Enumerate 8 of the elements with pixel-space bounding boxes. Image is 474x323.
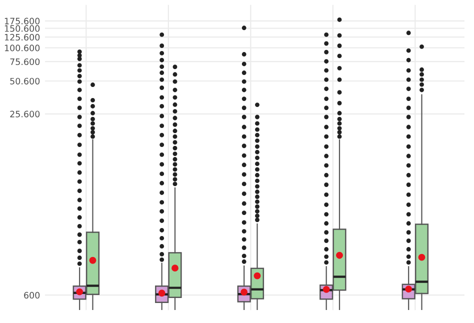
y-tick-label: 600 [24, 292, 40, 299]
y-tick-label: 150.600 [4, 25, 40, 32]
y-tick-label: 75.600 [10, 58, 40, 66]
y-tick-label: 50.600 [10, 78, 40, 84]
y-tick-label: 125.600 [4, 34, 40, 41]
y-tick-label: 25.600 [10, 110, 40, 118]
y-tick-label: 100.600 [4, 44, 40, 52]
y-tick-label: 175.600 [4, 18, 40, 24]
